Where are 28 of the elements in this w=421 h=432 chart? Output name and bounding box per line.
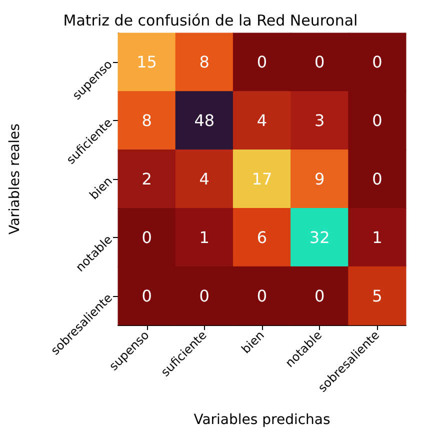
data-label: 6 xyxy=(256,228,268,247)
data-label: 15 xyxy=(136,52,157,72)
y-axis-title: Variables reales xyxy=(7,124,23,234)
data-label: 4 xyxy=(199,170,210,188)
data-label: 32 xyxy=(309,228,330,247)
data-label: 0 xyxy=(314,52,325,72)
data-label: 4 xyxy=(256,111,268,130)
data-label: 1 xyxy=(372,228,382,247)
data-label: 3 xyxy=(314,111,325,130)
data-label: 0 xyxy=(256,286,268,306)
data-label: 0 xyxy=(314,286,325,306)
data-label: 8 xyxy=(199,52,210,72)
data-label: 17 xyxy=(252,170,272,188)
data-label: 0 xyxy=(142,286,152,306)
data-label: 48 xyxy=(194,111,215,130)
data-label: 0 xyxy=(372,111,382,130)
data-label: 9 xyxy=(314,170,325,188)
data-label: 0 xyxy=(372,170,382,188)
data-label: 1 xyxy=(199,228,210,247)
data-label: 0 xyxy=(142,228,152,247)
data-label: 2 xyxy=(142,170,152,188)
data-label: 0 xyxy=(199,286,210,306)
data-label: 0 xyxy=(256,52,268,72)
data-label: 5 xyxy=(372,286,382,306)
data-label: 0 xyxy=(372,52,382,72)
chart-title: Matriz de confusión de la Red Neuronal xyxy=(63,12,358,30)
x-axis-title: Variables predichas xyxy=(194,412,330,428)
data-label: 8 xyxy=(142,111,152,130)
